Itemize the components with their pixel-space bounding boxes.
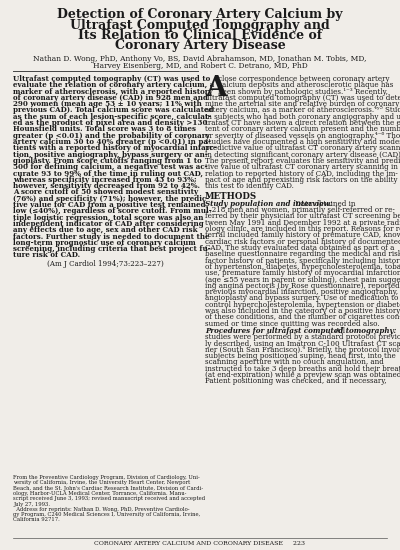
Text: greater (p <0.01) and the probability of coronary: greater (p <0.01) and the probability of… bbox=[13, 131, 210, 140]
Text: ology clinic, are included in this report. Reasons for re-: ology clinic, are included in this repor… bbox=[205, 225, 400, 233]
Text: been shown by pathologic studies.¹⁻³ Recently,: been shown by pathologic studies.¹⁻³ Rec… bbox=[218, 87, 388, 96]
Text: Address for reprints: Nathan D. Wong, PhD, Preventive Cardiolo-: Address for reprints: Nathan D. Wong, Ph… bbox=[13, 507, 190, 512]
Text: Beach, and the St. John's Cardiac Research Institute, Division of Cardi-: Beach, and the St. John's Cardiac Resear… bbox=[13, 486, 203, 491]
Text: A score cutoff of 50 showed modest sensitivity: A score cutoff of 50 showed modest sensi… bbox=[13, 189, 198, 196]
Text: versity of California, Irvine, the University Heart Center, Newport: versity of California, Irvine, the Unive… bbox=[13, 480, 190, 485]
Text: tiple logistic regression, total score was also an: tiple logistic regression, total score w… bbox=[13, 213, 204, 222]
Text: ed as the product of pixel area and density >130: ed as the product of pixel area and dens… bbox=[13, 119, 208, 127]
Text: Detection of Coronary Artery Calcium by: Detection of Coronary Artery Calcium by bbox=[57, 8, 343, 21]
Text: (at end-expiration) while a preview scan was obtained.: (at end-expiration) while a preview scan… bbox=[205, 371, 400, 379]
Text: tive value of ultrafast CT coronary artery scanning in: tive value of ultrafast CT coronary arte… bbox=[205, 163, 398, 171]
Text: use, premature family history of myocardial infarction: use, premature family history of myocard… bbox=[205, 269, 400, 277]
Text: CORONARY ARTERY CALCIUM AND CORONARY DISEASE     223: CORONARY ARTERY CALCIUM AND CORONARY DIS… bbox=[94, 541, 306, 546]
Text: tients with a reported history of myocardial infarc-: tients with a reported history of myocar… bbox=[13, 144, 217, 152]
Text: ferred by their physician for ultrafast CT screening be-: ferred by their physician for ultrafast … bbox=[205, 212, 400, 221]
Text: Its Relation to Clinical Evidence of: Its Relation to Clinical Evidence of bbox=[78, 29, 322, 42]
Text: Study population and interview:: Study population and interview: bbox=[205, 200, 332, 208]
Text: screening, including criteria that best project fu-: screening, including criteria that best … bbox=[13, 245, 211, 253]
Text: 290 women (mean age 53 ± 10 years; 11% with: 290 women (mean age 53 ± 10 years; 11% w… bbox=[13, 100, 202, 108]
Text: Data obtained in: Data obtained in bbox=[293, 200, 356, 208]
Text: CAD. The study evaluated data obtained as part of a: CAD. The study evaluated data obtained a… bbox=[205, 244, 394, 252]
Text: close correspondence between coronary artery: close correspondence between coronary ar… bbox=[218, 75, 390, 83]
Text: relation to reported history of CAD, including the im-: relation to reported history of CAD, inc… bbox=[205, 169, 398, 178]
Text: METHODS: METHODS bbox=[205, 192, 257, 201]
Text: factor history of patients, specifically including history: factor history of patients, specifically… bbox=[205, 257, 400, 265]
Text: Ultrafast Computed Tomography and: Ultrafast Computed Tomography and bbox=[70, 19, 330, 31]
Text: 500 for defining calcium, a negative test was ac-: 500 for defining calcium, a negative tes… bbox=[13, 163, 208, 171]
Text: tive value for CAD from a positive test remained: tive value for CAD from a positive test … bbox=[13, 201, 206, 209]
Text: instructed to take 3 deep breaths and hold their breath: instructed to take 3 deep breaths and ho… bbox=[205, 365, 400, 373]
Text: A: A bbox=[205, 75, 227, 102]
Text: long-term prognostic use of coronary calcium: long-term prognostic use of coronary cal… bbox=[13, 239, 196, 247]
Text: marker of atherosclerosis, with a reported history: marker of atherosclerosis, with a report… bbox=[13, 87, 213, 96]
Text: The present report evaluates the sensitivity and predic-: The present report evaluates the sensiti… bbox=[205, 157, 400, 165]
Text: July 27, 1993.: July 27, 1993. bbox=[13, 502, 50, 507]
Text: of hypertension, diabetes, hypercholesterolemia, tobacco: of hypertension, diabetes, hypercholeste… bbox=[205, 263, 400, 271]
Text: gioplasty. From score cutoffs ranging from 1 to: gioplasty. From score cutoffs ranging fr… bbox=[13, 157, 202, 165]
Text: trafast CT have shown a direct relation between the ex-: trafast CT have shown a direct relation … bbox=[205, 119, 400, 127]
Text: ferral included family history of premature CAD, known: ferral included family history of premat… bbox=[205, 232, 400, 239]
Text: tween May 1991 and December 1992 at a private radi-: tween May 1991 and December 1992 at a pr… bbox=[205, 219, 400, 227]
Text: in detecting significant coronary artery disease (CAD).: in detecting significant coronary artery… bbox=[205, 151, 400, 158]
Text: pact of age and preexisting risk factors on the ability of: pact of age and preexisting risk factors… bbox=[205, 176, 400, 184]
Text: (76%) and specificity (71%); however, the predic-: (76%) and specificity (71%); however, th… bbox=[13, 195, 209, 203]
Text: independent indicator of CAD after considering: independent indicator of CAD after consi… bbox=[13, 220, 204, 228]
Text: however, sensitivity decreased from 92 to 42%.: however, sensitivity decreased from 92 t… bbox=[13, 182, 200, 190]
Text: artery calcium 30 to 40% greater (p <0.01) in pa-: artery calcium 30 to 40% greater (p <0.0… bbox=[13, 138, 211, 146]
Text: All: All bbox=[333, 327, 345, 335]
Text: control hypercholesterolemia, hypertension or diabetes: control hypercholesterolemia, hypertensi… bbox=[205, 301, 400, 309]
Text: ner (South San Francisco).⁴ Briefly, the protocol involved: ner (South San Francisco).⁴ Briefly, the… bbox=[205, 346, 400, 354]
Text: studies were performed by a standard protocol previous-: studies were performed by a standard pro… bbox=[205, 333, 400, 341]
Text: studies have documented a high sensitivity and modest: studies have documented a high sensitivi… bbox=[205, 138, 400, 146]
Text: scanning aperture with no couch angulation, and: scanning aperture with no couch angulati… bbox=[205, 359, 384, 366]
Text: ing angina pectoris (by Rose questionnaire), reported: ing angina pectoris (by Rose questionnai… bbox=[205, 282, 400, 290]
Text: ultrafast computed tomography (CT) was used to deter-: ultrafast computed tomography (CT) was u… bbox=[205, 94, 400, 102]
Text: ly described, using an Imatron C-100 Ultrafast CT scan-: ly described, using an Imatron C-100 Ult… bbox=[205, 339, 400, 348]
Text: Procedures for ultrafast computed tomography:: Procedures for ultrafast computed tomogr… bbox=[205, 327, 396, 335]
Text: artery calcium, as a marker of atherosclerosis.⁴ʸ⁵ Studies: artery calcium, as a marker of atheroscl… bbox=[205, 107, 400, 114]
Text: predictive value of ultrafast CT coronary artery scanning: predictive value of ultrafast CT coronar… bbox=[205, 144, 400, 152]
Text: was also included in the category of a positive history: was also included in the category of a p… bbox=[205, 307, 400, 315]
Text: (Am J Cardiol 1994;73:223–227): (Am J Cardiol 1994;73:223–227) bbox=[47, 260, 164, 268]
Text: factors. Further study is needed to document the: factors. Further study is needed to docu… bbox=[13, 233, 210, 240]
Text: calcium deposits and atherosclerotic plaque has: calcium deposits and atherosclerotic pla… bbox=[218, 81, 393, 89]
Text: of these conditions, and the number of cigarettes con-: of these conditions, and the number of c… bbox=[205, 314, 400, 321]
Text: subjects being positioned supine, head first, into the: subjects being positioned supine, head f… bbox=[205, 352, 396, 360]
Text: tion, positive angiography, bypass surgery or an-: tion, positive angiography, bypass surge… bbox=[13, 151, 208, 158]
Text: mine the arterial site and relative burden of coronary: mine the arterial site and relative burd… bbox=[205, 100, 399, 108]
Text: any effects due to age, sex and other CAD risk: any effects due to age, sex and other CA… bbox=[13, 226, 198, 234]
Text: Patient positioning was checked, and if necessary,: Patient positioning was checked, and if … bbox=[205, 377, 386, 386]
Text: low (≤40%), regardless of score cutoff. From mul-: low (≤40%), regardless of score cutoff. … bbox=[13, 207, 212, 215]
Text: curate 93 to 99% of the time in ruling out CAD,: curate 93 to 99% of the time in ruling o… bbox=[13, 169, 203, 178]
Text: cardiac risk factors or personal history of documented: cardiac risk factors or personal history… bbox=[205, 238, 400, 246]
Text: this test to identify CAD.: this test to identify CAD. bbox=[205, 182, 294, 190]
Text: tent of coronary artery calcium present and the number: tent of coronary artery calcium present … bbox=[205, 125, 400, 134]
Text: in subjects who had both coronary angiography and ul-: in subjects who had both coronary angiog… bbox=[205, 113, 400, 121]
Text: Ultrafast computed tomography (CT) was used to: Ultrafast computed tomography (CT) was u… bbox=[13, 75, 210, 83]
Text: previous CAD). Total calcium score was calculated: previous CAD). Total calcium score was c… bbox=[13, 107, 214, 114]
Text: Coronary Artery Disease: Coronary Artery Disease bbox=[115, 40, 285, 52]
Text: ture risk of CAD.: ture risk of CAD. bbox=[13, 251, 80, 260]
Text: previous myocardial infarction, positive angiography,: previous myocardial infarction, positive… bbox=[205, 288, 398, 296]
Text: (age ≤55 years in parent or sibling), chest pain suggest-: (age ≤55 years in parent or sibling), ch… bbox=[205, 276, 400, 283]
Text: From the Preventive Cardiology Program, Division of Cardiology, Uni-: From the Preventive Cardiology Program, … bbox=[13, 475, 200, 480]
Text: whereas specificity increased from 43 to 93%;: whereas specificity increased from 43 to… bbox=[13, 176, 197, 184]
Text: of coronary artery disease (CAD) in 928 men and: of coronary artery disease (CAD) in 928 … bbox=[13, 94, 208, 102]
Text: Hounsfield units. Total score was 3 to 8 times: Hounsfield units. Total score was 3 to 8… bbox=[13, 125, 196, 134]
Text: Nathan D. Wong, PhD, Anthony Vo, BS, David Abrahamson, MD, Jonathan M. Tobis, MD: Nathan D. Wong, PhD, Anthony Vo, BS, Dav… bbox=[33, 55, 367, 63]
Text: evaluate the relation of coronary artery calcium, a: evaluate the relation of coronary artery… bbox=[13, 81, 214, 89]
Text: or severity of diseased vessels on angiography.⁴⁻⁶ Those: or severity of diseased vessels on angio… bbox=[205, 131, 400, 140]
Text: gy Program, C240 Medical Sciences I, University of California, Irvine,: gy Program, C240 Medical Sciences I, Uni… bbox=[13, 512, 200, 517]
Text: as the sum of each lesion-specific score, calculat-: as the sum of each lesion-specific score… bbox=[13, 113, 211, 121]
Text: ology, Harbor-UCLA Medical Center, Torrance, California. Manu-: ology, Harbor-UCLA Medical Center, Torra… bbox=[13, 491, 186, 496]
Text: 1,218 men and women, primarily self-referred or re-: 1,218 men and women, primarily self-refe… bbox=[205, 206, 395, 214]
Text: Harvey Eisenberg, MD, and Robert C. Detrano, MD, PhD: Harvey Eisenberg, MD, and Robert C. Detr… bbox=[93, 62, 307, 70]
Text: script received June 3, 1993; revised manuscript received and accepted: script received June 3, 1993; revised ma… bbox=[13, 496, 205, 501]
Text: angioplasty and bypass surgery. Use of medication to: angioplasty and bypass surgery. Use of m… bbox=[205, 294, 398, 302]
Text: sumed or time since quitting was recorded also.: sumed or time since quitting was recorde… bbox=[205, 320, 380, 328]
Text: California 92717.: California 92717. bbox=[13, 518, 60, 522]
Text: baseline questionnaire regarding the medical and risk: baseline questionnaire regarding the med… bbox=[205, 250, 400, 258]
